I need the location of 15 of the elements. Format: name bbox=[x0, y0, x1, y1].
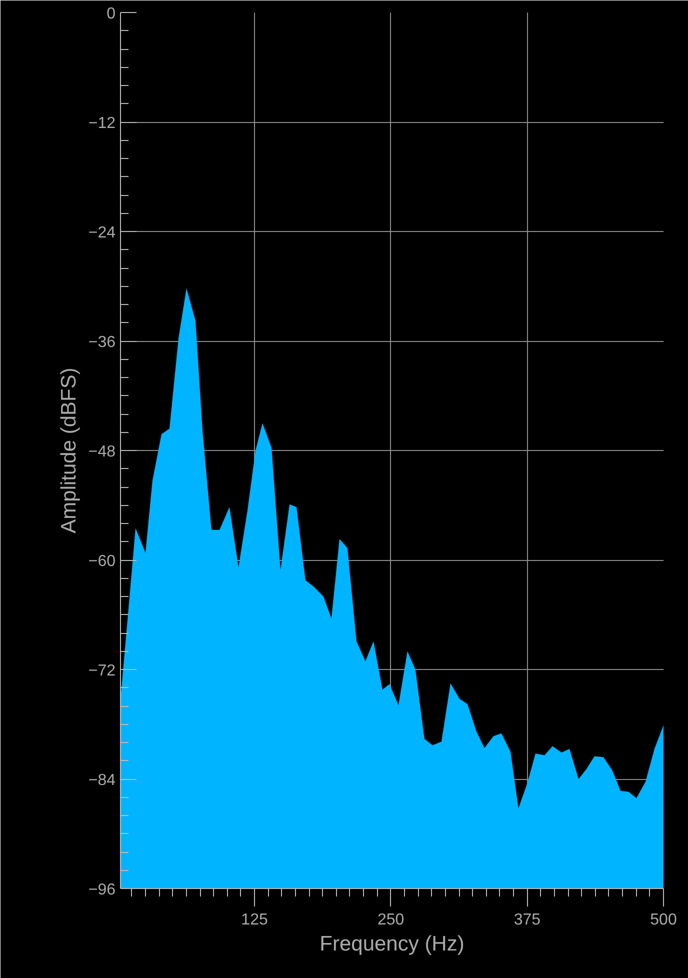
y-tick-label: −36 bbox=[88, 334, 116, 351]
y-tick-label: −60 bbox=[88, 553, 116, 570]
x-axis-title: Frequency (Hz) bbox=[320, 932, 464, 956]
y-tick-label: −48 bbox=[88, 444, 116, 460]
y-tick-label: 0 bbox=[106, 6, 116, 22]
y-tick-label: −72 bbox=[88, 662, 116, 680]
y-tick-label: −24 bbox=[88, 224, 116, 242]
y-tick-label: −12 bbox=[88, 115, 116, 132]
y-tick-label: −96 bbox=[88, 882, 116, 898]
y-axis-title: Amplitude (dBFS) bbox=[57, 368, 80, 534]
x-tick-label: 375 bbox=[514, 912, 541, 928]
x-tick-label: 250 bbox=[378, 912, 404, 928]
x-tick-label: 125 bbox=[241, 912, 268, 928]
x-tick-label: 500 bbox=[650, 912, 677, 928]
y-tick-label: −84 bbox=[88, 772, 116, 789]
